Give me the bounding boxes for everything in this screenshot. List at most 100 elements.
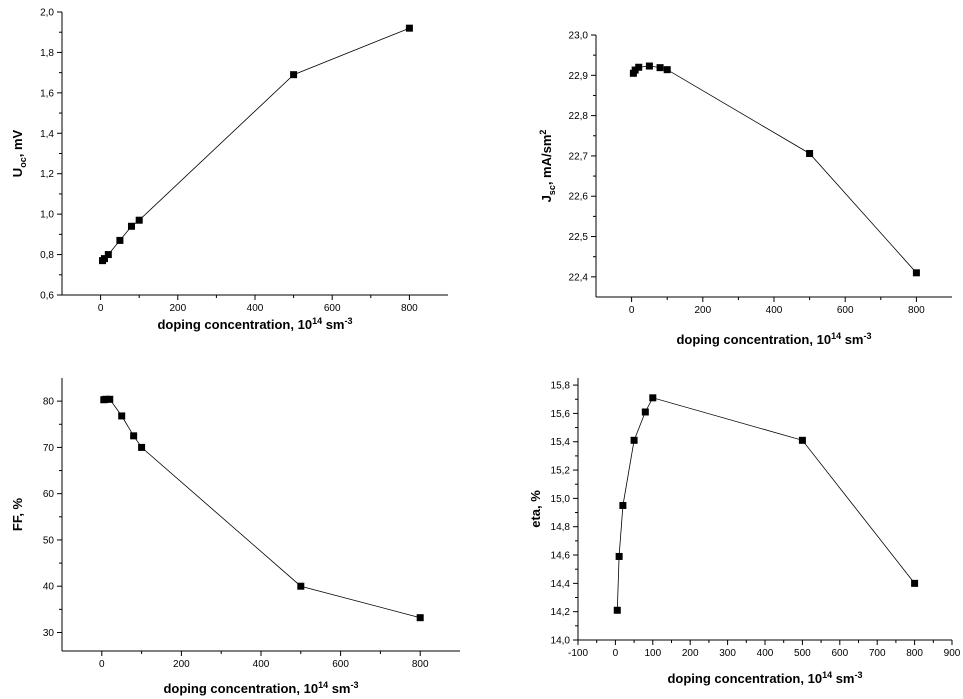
y-axis-title-sub: oc — [18, 157, 28, 168]
x-axis-title-part: sm — [322, 317, 344, 332]
y-axis-title-part: J — [539, 195, 554, 202]
x-axis-title-sup: 14 — [318, 680, 328, 690]
y-tick-label: 1,6 — [40, 88, 54, 99]
y-axis-title-sub: sc — [547, 185, 557, 195]
data-point — [116, 236, 124, 244]
y-axis-title-part: U — [10, 168, 25, 177]
x-tick-label: 0 — [99, 659, 105, 670]
y-axis-title: eta, % — [528, 490, 543, 528]
y-tick-label: 70 — [43, 443, 55, 454]
data-point — [135, 216, 143, 224]
x-axis-title-part: doping concentration, 10 — [667, 671, 822, 686]
data-point — [911, 579, 919, 587]
data-point — [630, 436, 638, 444]
y-tick-label: 22,4 — [569, 272, 589, 283]
data-point — [405, 24, 413, 32]
y-tick-label: 22,6 — [569, 192, 589, 203]
x-axis-title: doping concentration, 1014 sm-3 — [676, 331, 871, 347]
x-axis-title-sup: 14 — [822, 670, 832, 680]
data-point — [104, 251, 112, 259]
series-line — [102, 27, 410, 261]
y-tick-label: 0,8 — [40, 250, 54, 261]
y-axis-title-part: , mV — [10, 129, 25, 157]
y-tick-label: 15,8 — [551, 381, 571, 392]
y-tick-label: 1,4 — [40, 129, 54, 140]
x-tick-label: 200 — [682, 648, 699, 659]
y-tick-label: 2,0 — [40, 8, 54, 19]
x-tick-label: 200 — [169, 303, 186, 314]
x-axis-title: doping concentration, 1014 sm-3 — [667, 670, 862, 686]
x-tick-label: 0 — [613, 648, 619, 659]
y-tick-label: 30 — [43, 628, 55, 639]
x-tick-label: 600 — [837, 305, 854, 316]
x-axis-title: doping concentration, 1014 sm-3 — [157, 316, 352, 332]
x-tick-label: 200 — [173, 659, 190, 670]
data-point — [118, 412, 126, 420]
y-axis-title-part: FF, % — [10, 497, 25, 531]
y-tick-label: 1,8 — [40, 48, 54, 59]
x-tick-label: 700 — [869, 648, 886, 659]
y-tick-label: 22,7 — [569, 151, 589, 162]
y-tick-label: 14,0 — [551, 636, 571, 647]
y-tick-label: 15,2 — [551, 466, 571, 477]
x-axis-title-sup: -3 — [854, 670, 862, 680]
x-tick-label: 0 — [98, 303, 104, 314]
x-axis-title-sup: -3 — [350, 680, 358, 690]
y-axis-title: Jsc, mA/sm2 — [538, 130, 557, 203]
data-point — [912, 269, 920, 277]
y-axis-title: Uoc, mV — [10, 129, 28, 177]
data-point — [649, 394, 657, 402]
x-tick-label: 800 — [908, 305, 925, 316]
x-axis-title-sup: 14 — [831, 331, 841, 341]
y-tick-label: 14,4 — [551, 579, 571, 590]
y-tick-label: 60 — [43, 489, 55, 500]
x-tick-label: 400 — [247, 303, 264, 314]
y-tick-label: 15,6 — [551, 409, 571, 420]
data-point — [106, 395, 114, 403]
data-point — [615, 552, 623, 560]
y-tick-label: 22,8 — [569, 111, 589, 122]
x-axis-title-part: sm — [328, 681, 350, 696]
y-tick-label: 15,0 — [551, 494, 571, 505]
y-tick-label: 1,0 — [40, 210, 54, 221]
x-axis-title-part: doping concentration, 10 — [163, 681, 318, 696]
y-tick-label: 80 — [43, 397, 55, 408]
x-axis-title-sup: 14 — [312, 316, 322, 326]
x-axis-title-part: doping concentration, 10 — [676, 332, 831, 347]
y-tick-label: 22,5 — [569, 232, 589, 243]
data-point — [635, 63, 643, 71]
x-tick-label: 100 — [644, 648, 661, 659]
chart-panel-2: 0 200 400 600 800 22,4 22,5 22,6 22,7 22,8 22,9 23,… — [538, 31, 952, 347]
x-tick-label: 800 — [906, 648, 923, 659]
chart-panel-1: 0 200 400 600 800 0,6 0,8 1,0 1,2 1,4 1,6 1,8 2,0 dop… — [10, 8, 448, 332]
data-point — [619, 501, 627, 509]
data-point — [613, 606, 621, 614]
x-tick-label: 400 — [766, 305, 783, 316]
x-tick-label: -100 — [568, 648, 588, 659]
chart-panel-3: 0 200 400 600 800 30 40 50 60 70 80 doping concentr… — [10, 378, 460, 696]
data-point — [100, 255, 108, 263]
y-axis-title-part: , mA/sm — [539, 135, 554, 186]
y-tick-label: 14,2 — [551, 607, 571, 618]
y-tick-label: 14,8 — [551, 522, 571, 533]
y-tick-label: 23,0 — [569, 31, 589, 42]
y-axis-title-sup: 2 — [538, 130, 548, 135]
series-line — [633, 65, 917, 274]
x-tick-label: 800 — [401, 303, 418, 314]
x-tick-label: 900 — [944, 648, 961, 659]
x-tick-label: 0 — [629, 305, 635, 316]
x-axis-title: doping concentration, 1014 sm-3 — [163, 680, 358, 696]
chart-panel-4: -100 0 100 200 300 400 500 600 700 800 900 14,0 14,2… — [528, 378, 961, 686]
x-axis-title-part: sm — [841, 332, 863, 347]
y-tick-label: 15,4 — [551, 437, 571, 448]
x-tick-label: 500 — [794, 648, 811, 659]
data-point — [663, 66, 671, 74]
series-line — [103, 398, 421, 619]
x-axis-title-sup: -3 — [344, 316, 352, 326]
x-tick-label: 300 — [719, 648, 736, 659]
y-tick-label: 40 — [43, 582, 55, 593]
y-axis-title: FF, % — [10, 497, 25, 531]
y-tick-label: 22,9 — [569, 71, 589, 82]
data-point — [297, 582, 305, 590]
